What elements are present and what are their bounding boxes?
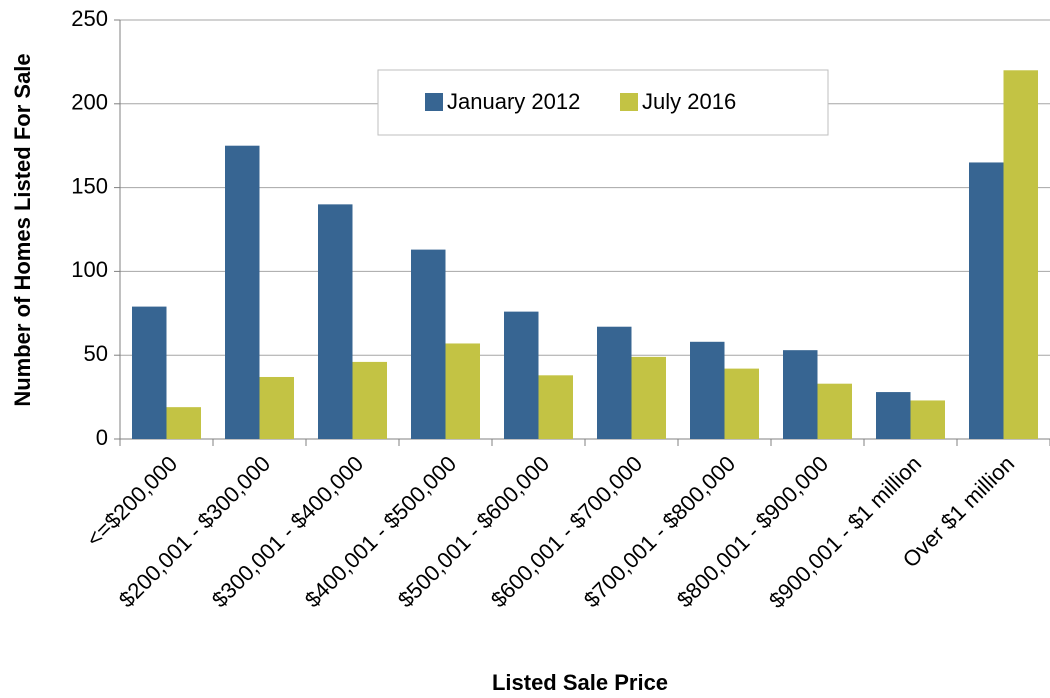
bar [631, 356, 666, 439]
x-tick-label: <=$200,000 [81, 451, 182, 552]
x-tick-label: $400,001 - $500,000 [300, 451, 461, 612]
bar [504, 311, 539, 439]
bar [690, 341, 725, 439]
bar [445, 343, 480, 439]
x-tick-label: $700,001 - $800,000 [579, 451, 740, 612]
legend-swatch [620, 93, 638, 111]
legend-box [377, 69, 829, 136]
bar [969, 162, 1004, 439]
bar [538, 375, 573, 439]
bar [318, 204, 353, 439]
x-tick-label: $600,001 - $700,000 [486, 451, 647, 612]
legend-label: January 2012 [447, 89, 580, 114]
legend-label: July 2016 [642, 89, 736, 114]
bar [411, 249, 446, 439]
y-tick-label: 200 [71, 90, 108, 115]
bar [876, 392, 911, 439]
bar [597, 326, 632, 439]
y-tick-label: 250 [71, 6, 108, 31]
bar [166, 407, 201, 439]
x-tick-label: $900,001 - $1 million [764, 451, 926, 613]
x-tick-label: $800,001 - $900,000 [672, 451, 833, 612]
bar [1003, 70, 1038, 439]
y-tick-label: 0 [96, 425, 108, 450]
y-tick-label: 50 [84, 341, 108, 366]
bar [132, 306, 167, 439]
x-tick-label: $200,001 - $300,000 [114, 451, 275, 612]
bar [910, 400, 945, 439]
y-tick-label: 150 [71, 173, 108, 198]
y-axis-title: Number of Homes Listed For Sale [10, 53, 35, 406]
x-tick-label: $500,001 - $600,000 [393, 451, 554, 612]
bar [817, 383, 852, 439]
bar [783, 350, 818, 439]
x-axis-title: Listed Sale Price [492, 670, 668, 695]
x-tick-label: $300,001 - $400,000 [207, 451, 368, 612]
bar [724, 368, 759, 439]
y-tick-label: 100 [71, 257, 108, 282]
bar [259, 376, 294, 439]
bar [352, 361, 387, 439]
legend-swatch [425, 93, 443, 111]
bar [225, 145, 260, 439]
